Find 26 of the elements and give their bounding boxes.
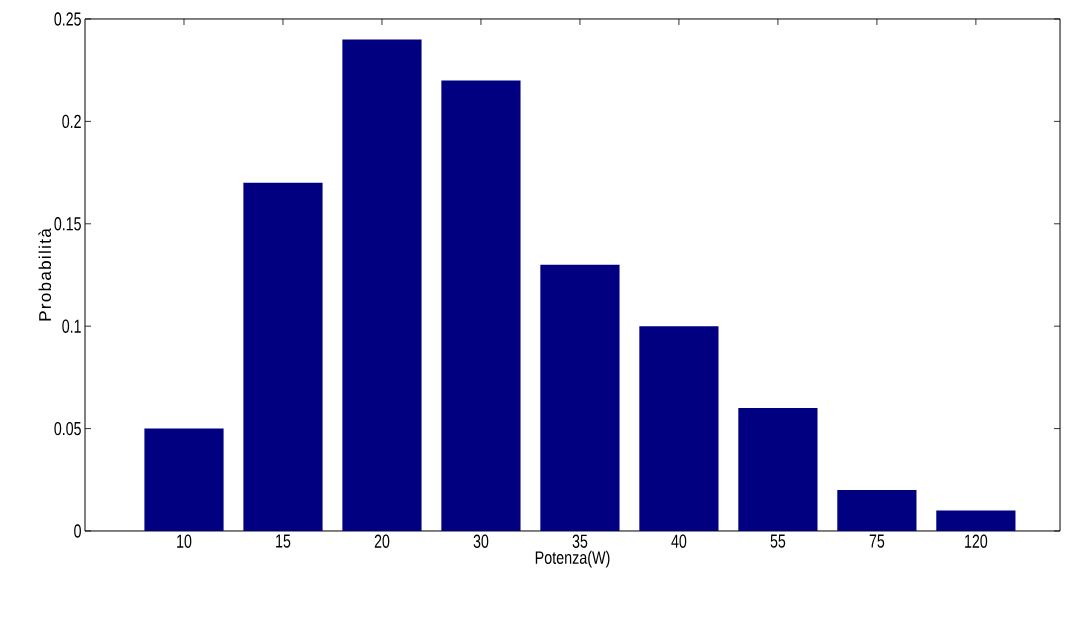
x-tick-label: 35 <box>572 534 588 548</box>
y-tick-label: 0.05 <box>54 421 81 436</box>
y-axis-title: Probabilità <box>38 228 52 321</box>
bar <box>639 326 719 531</box>
y-tick-label: 0.15 <box>54 217 81 231</box>
x-tick-label: 20 <box>374 534 390 548</box>
bar <box>540 264 620 531</box>
bar <box>936 510 1016 531</box>
y-tick-label: 0.1 <box>62 319 81 333</box>
bar <box>243 182 323 531</box>
x-tick-label: 30 <box>473 534 489 548</box>
x-axis-title: Potenza(W) <box>535 550 610 568</box>
bar <box>837 490 917 531</box>
y-tick-label: 0 <box>74 524 81 538</box>
bar <box>342 39 422 531</box>
x-tick-label: 120 <box>965 534 988 548</box>
x-tick-label: 15 <box>276 534 291 548</box>
x-tick-label: 55 <box>770 534 786 548</box>
bar <box>144 428 224 531</box>
bar <box>441 80 521 531</box>
x-tick-label: 40 <box>671 534 687 548</box>
y-tick-label: 0.25 <box>54 12 81 26</box>
x-tick-label: 10 <box>177 534 192 548</box>
bar <box>738 408 818 531</box>
x-tick-label: 75 <box>869 534 885 548</box>
y-tick-label: 0.2 <box>62 114 81 129</box>
